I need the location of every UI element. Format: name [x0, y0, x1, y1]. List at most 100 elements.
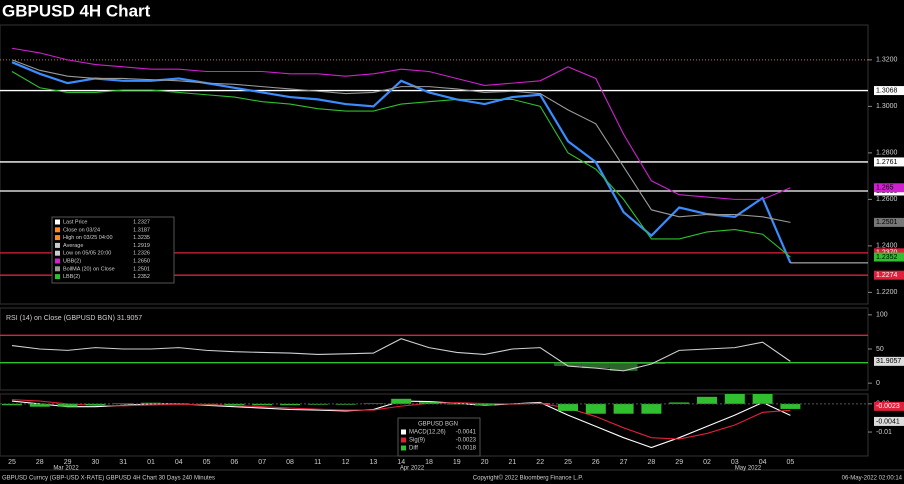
level-label: 1.2274	[876, 272, 898, 279]
chart-title: GBPUSD 4H Chart	[2, 1, 151, 20]
x-tick-label: 20	[481, 459, 489, 466]
x-tick-label: 28	[648, 459, 656, 466]
legend-name: UBB(2)	[63, 258, 81, 264]
macd-tag	[874, 416, 904, 426]
legend-value: -0.0041	[456, 430, 477, 436]
legend-value: 1.2327	[133, 219, 150, 225]
diff-bar	[113, 403, 134, 404]
y-tick-label: 1.3200	[876, 57, 898, 64]
diff-bar	[613, 403, 634, 414]
macd-tag	[874, 401, 904, 411]
legend-name: Average	[63, 243, 83, 249]
legend-value: 1.2501	[133, 266, 150, 272]
price-panel	[0, 24, 869, 305]
legend-value: 1.2326	[133, 251, 150, 257]
legend-swatch	[55, 266, 60, 272]
legend-name: Last Price	[63, 219, 87, 225]
legend-value: 1.2919	[133, 243, 150, 249]
y-tick-label: 1.2800	[876, 150, 898, 157]
oversold-fill	[554, 362, 582, 367]
oversold-fill	[581, 362, 610, 369]
diff-bar	[280, 403, 300, 406]
x-tick-label: 04	[175, 459, 183, 466]
macd-end-label: -0.0023	[876, 403, 900, 410]
legend-value: -0.0018	[456, 446, 477, 452]
diff-bar	[57, 403, 78, 407]
month-label: Mar 2022	[53, 466, 79, 472]
legend-name: Low on 05/05 20:00	[63, 251, 111, 257]
series-line	[11, 399, 791, 440]
x-tick-label: 18	[425, 459, 433, 466]
diff-bar	[780, 403, 801, 409]
y-tick-label: 1.2600	[876, 196, 898, 203]
series-end-label: 1.2501	[876, 219, 898, 226]
legend-name: High on 03/25 04:00	[63, 235, 113, 241]
diff-bar	[641, 403, 662, 414]
macd-legend-box	[397, 417, 481, 457]
legend-name: Close on 03/24	[63, 227, 100, 233]
month-label: May 2022	[735, 466, 762, 472]
level-tag	[874, 157, 904, 167]
diff-bar	[474, 403, 495, 406]
series-line	[11, 59, 791, 223]
diff-bar	[29, 403, 50, 407]
legend-value: 1.2650	[133, 258, 150, 264]
series-end-label: 1.2352	[876, 254, 898, 261]
legend-value: 1.2352	[133, 274, 150, 280]
diff-bar	[168, 403, 189, 404]
legend-swatch	[55, 258, 60, 264]
x-tick-label: 12	[342, 459, 350, 466]
series-end-label: 1.265	[876, 185, 894, 192]
x-tick-label: 07	[258, 459, 266, 466]
diff-bar	[391, 398, 412, 404]
diff-bar	[85, 403, 106, 406]
legend-value: -0.0023	[456, 438, 477, 444]
series-line	[11, 61, 792, 264]
series-line	[11, 338, 791, 372]
legend-swatch	[55, 227, 60, 233]
diff-bar	[224, 403, 245, 405]
rsi-value: 31.9057	[876, 358, 901, 365]
x-tick-label: 28	[36, 459, 44, 466]
x-tick-label: 29	[675, 459, 683, 466]
oversold-fill	[609, 362, 638, 371]
macd-legend-header: GBPUSD BGN	[418, 422, 458, 428]
x-tick-label: 14	[397, 459, 405, 466]
legend-name: MACD(12,26)	[409, 430, 446, 436]
diff-bar	[697, 396, 717, 404]
x-tick-label: 03	[731, 459, 739, 466]
legend-swatch	[401, 437, 406, 443]
diff-bar	[669, 402, 690, 404]
y-tick-label: -0.01	[876, 429, 892, 436]
level-label: 1.2761	[876, 159, 898, 166]
level-label: 1.3068	[876, 87, 898, 94]
x-tick-label: 31	[119, 459, 127, 466]
y-tick-label: 1.2400	[876, 243, 898, 250]
series-line	[11, 71, 791, 258]
x-tick-label: 01	[147, 459, 155, 466]
legend-swatch	[55, 274, 60, 280]
legend-swatch	[401, 429, 406, 435]
x-tick-label: 29	[64, 459, 72, 466]
x-tick-label: 21	[509, 459, 517, 466]
footer-center: Copyright© 2022 Bloomberg Finance L.P.	[473, 475, 584, 482]
x-tick-label: 06	[231, 459, 239, 466]
rsi-tag	[874, 356, 904, 366]
x-tick-label: 05	[787, 459, 795, 466]
legend-value: 1.3187	[133, 227, 150, 233]
x-tick-label: 08	[286, 459, 294, 466]
x-tick-label: 26	[592, 459, 600, 466]
x-tick-label: 11	[314, 459, 321, 466]
x-tick-label: 13	[370, 459, 378, 466]
x-tick-label: 30	[92, 459, 100, 466]
level-tag	[874, 270, 904, 280]
legend-value: 1.3235	[133, 235, 150, 241]
legend-swatch	[55, 250, 60, 256]
rsi-label: RSI (14) on Close (GBPUSD BGN) 31.9057	[6, 315, 142, 322]
x-tick-label: 25	[564, 459, 572, 466]
x-tick-label: 02	[703, 459, 711, 466]
y-tick-label: 0	[876, 380, 880, 387]
diff-bar	[141, 402, 161, 404]
diff-bar	[724, 394, 745, 404]
